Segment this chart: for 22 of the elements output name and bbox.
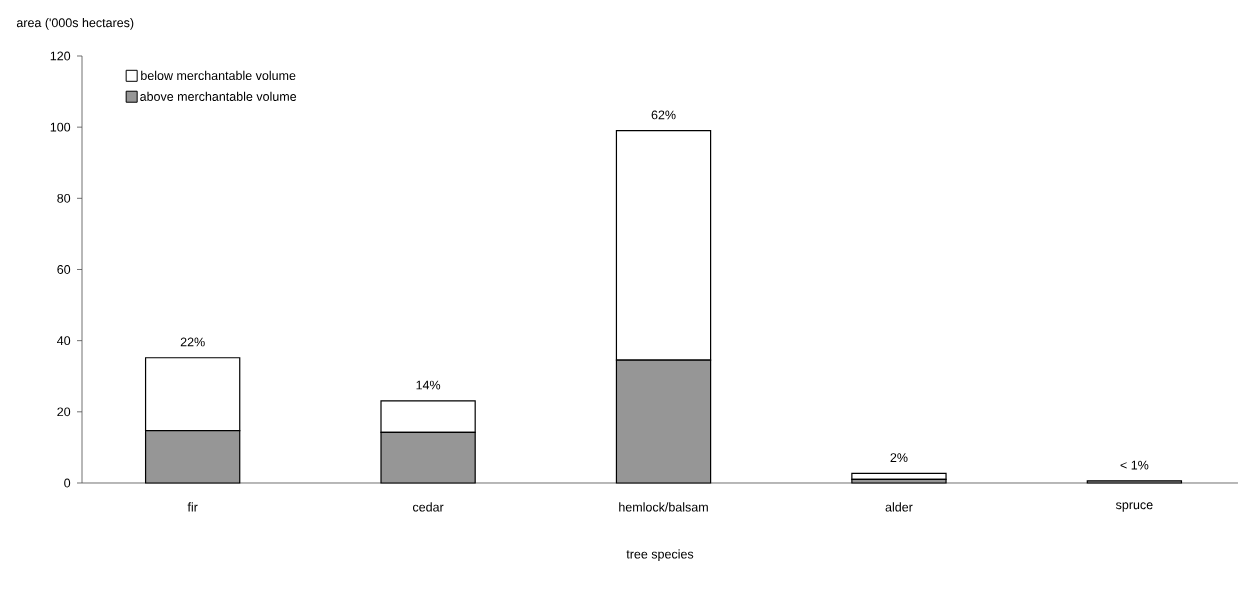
y-tick-label: 120 <box>50 51 71 61</box>
annotation: 22% <box>180 337 205 347</box>
y-tick-label: 80 <box>57 193 71 203</box>
annotation: 14% <box>416 380 441 390</box>
x-tick-label: spruce <box>1115 502 1153 512</box>
x-tick-label: alder <box>885 502 913 512</box>
x-tick-label: hemlock/balsam <box>619 502 708 512</box>
x-tick-label: fir <box>187 502 198 512</box>
annotation: < 1% <box>1120 460 1149 470</box>
legend-label: below merchantable volume <box>141 70 296 81</box>
x-tick-label: cedar <box>412 502 444 512</box>
legend-label: above merchantable volume <box>140 91 297 101</box>
y-tick-label: 60 <box>57 265 71 274</box>
y-tick-label: 100 <box>50 122 71 132</box>
y-tick-label: 40 <box>57 336 71 346</box>
y-tick-label: 20 <box>57 407 71 417</box>
x-axis-title: tree species <box>626 549 694 561</box>
y-tick-label: 0 <box>64 478 71 488</box>
annotation: 62% <box>651 110 676 120</box>
annotation: 2% <box>890 453 908 463</box>
bar <box>1086 480 1183 484</box>
y-axis-title: area ('000s hectares) <box>16 17 134 30</box>
